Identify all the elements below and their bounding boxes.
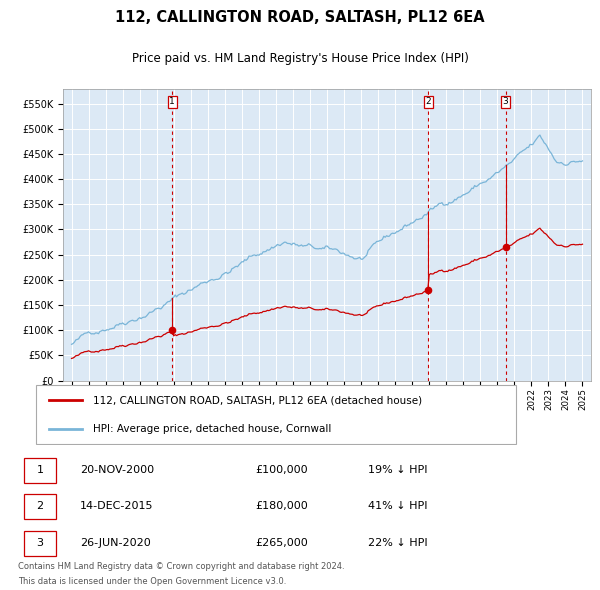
Text: This data is licensed under the Open Government Licence v3.0.: This data is licensed under the Open Gov… bbox=[18, 577, 286, 586]
Text: 112, CALLINGTON ROAD, SALTASH, PL12 6EA: 112, CALLINGTON ROAD, SALTASH, PL12 6EA bbox=[115, 9, 485, 25]
FancyBboxPatch shape bbox=[35, 385, 516, 444]
Text: 14-DEC-2015: 14-DEC-2015 bbox=[80, 502, 154, 512]
Text: 19% ↓ HPI: 19% ↓ HPI bbox=[368, 466, 427, 475]
FancyBboxPatch shape bbox=[23, 494, 56, 519]
Text: £265,000: £265,000 bbox=[255, 538, 308, 548]
Text: 22% ↓ HPI: 22% ↓ HPI bbox=[368, 538, 427, 548]
Text: 3: 3 bbox=[503, 97, 508, 106]
FancyBboxPatch shape bbox=[23, 531, 56, 556]
Text: 2: 2 bbox=[425, 97, 431, 106]
Text: 3: 3 bbox=[37, 538, 43, 548]
Text: 1: 1 bbox=[169, 97, 175, 106]
Text: 26-JUN-2020: 26-JUN-2020 bbox=[80, 538, 151, 548]
Text: 20-NOV-2000: 20-NOV-2000 bbox=[80, 466, 154, 475]
Text: 41% ↓ HPI: 41% ↓ HPI bbox=[368, 502, 427, 512]
Text: Price paid vs. HM Land Registry's House Price Index (HPI): Price paid vs. HM Land Registry's House … bbox=[131, 52, 469, 65]
Text: 112, CALLINGTON ROAD, SALTASH, PL12 6EA (detached house): 112, CALLINGTON ROAD, SALTASH, PL12 6EA … bbox=[94, 395, 422, 405]
Text: Contains HM Land Registry data © Crown copyright and database right 2024.: Contains HM Land Registry data © Crown c… bbox=[18, 562, 344, 571]
Text: HPI: Average price, detached house, Cornwall: HPI: Average price, detached house, Corn… bbox=[94, 424, 332, 434]
Text: 2: 2 bbox=[37, 502, 44, 512]
Text: 1: 1 bbox=[37, 466, 43, 475]
FancyBboxPatch shape bbox=[23, 458, 56, 483]
Text: £100,000: £100,000 bbox=[255, 466, 308, 475]
Text: £180,000: £180,000 bbox=[255, 502, 308, 512]
